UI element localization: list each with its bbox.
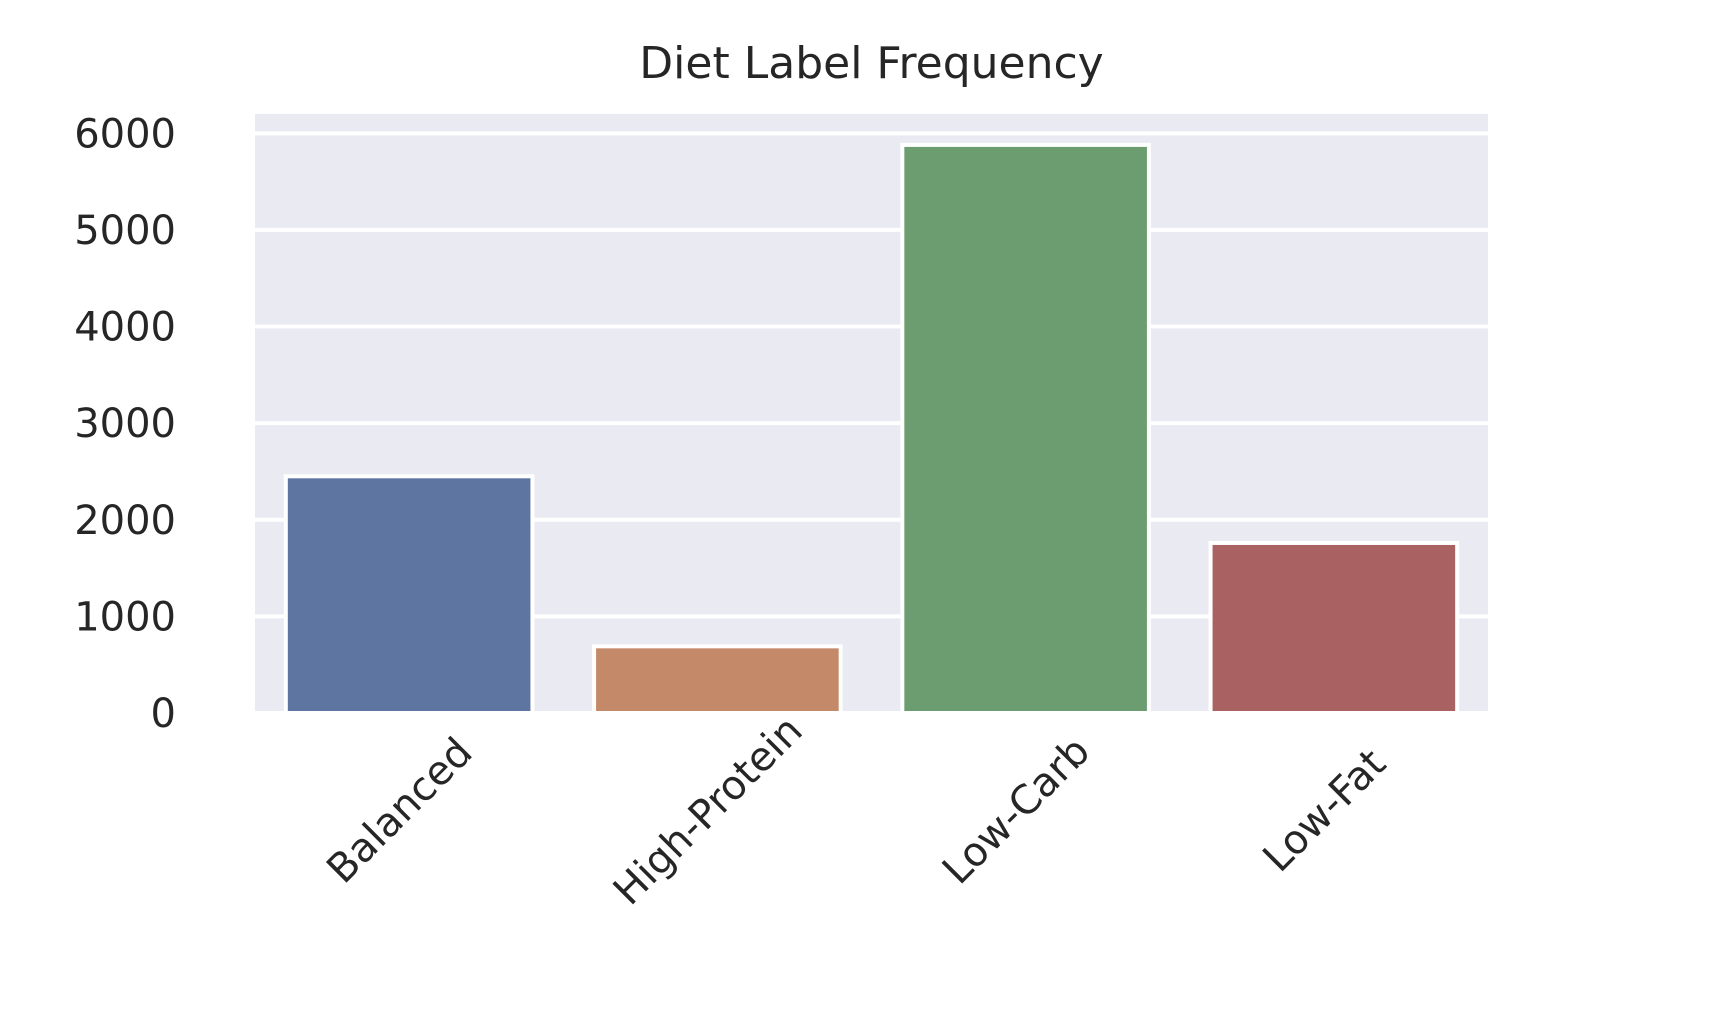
chart-title: Diet Label Frequency	[639, 38, 1103, 89]
bar	[592, 644, 843, 715]
x-tick-label: Balanced	[318, 729, 481, 892]
x-tick-label: High-Protein	[605, 707, 812, 914]
y-tick-label: 5000	[74, 208, 176, 254]
y-tick-label: 4000	[74, 305, 176, 351]
x-tick-label: Low-Fat	[1254, 741, 1395, 882]
x-tick-label: Low-Carb	[934, 728, 1099, 893]
y-tick-label: 6000	[74, 111, 176, 157]
y-tick-label: 1000	[74, 594, 176, 640]
bar	[900, 142, 1151, 715]
y-tick-label: 0	[151, 691, 176, 737]
bar	[283, 474, 535, 716]
y-tick-label: 2000	[74, 498, 176, 544]
y-tick-label: 3000	[74, 401, 176, 447]
bar	[1208, 540, 1460, 716]
